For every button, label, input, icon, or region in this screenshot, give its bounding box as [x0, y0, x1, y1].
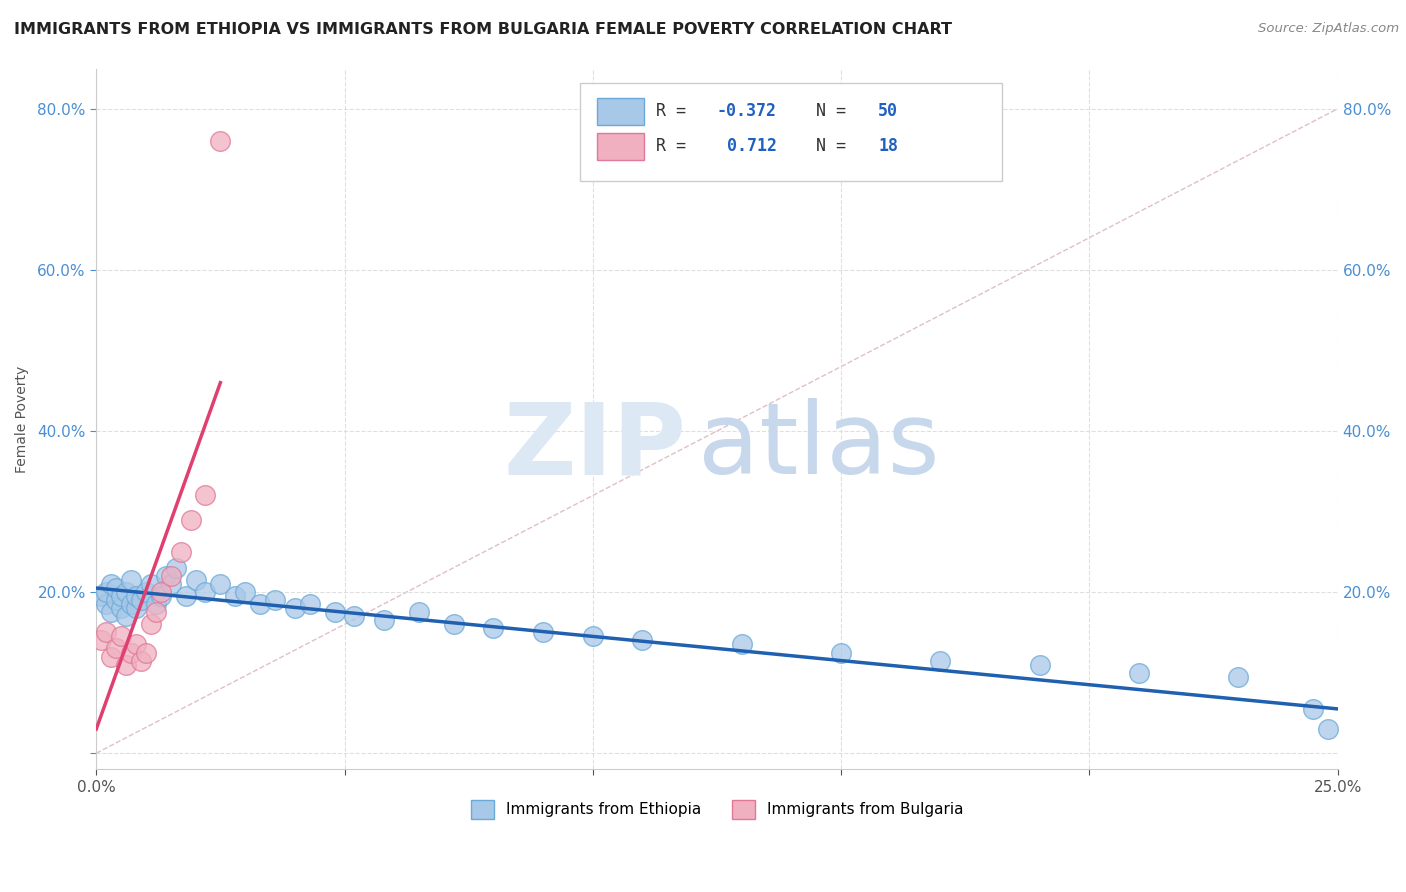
Point [96, 597, 118, 611]
Point [129, 654, 152, 668]
Text: 18: 18 [879, 137, 898, 155]
Point [631, 633, 654, 648]
Point [100, 577, 122, 591]
Point [125, 589, 148, 603]
Point [1302, 702, 1324, 716]
Text: -0.372: -0.372 [717, 103, 778, 120]
Point [120, 646, 142, 660]
Point [90, 633, 112, 648]
Point [96, 585, 118, 599]
Point [125, 637, 148, 651]
Point [115, 585, 138, 599]
Text: N =: N = [817, 137, 856, 155]
Point [731, 637, 754, 651]
Point [135, 585, 157, 599]
Point [115, 657, 138, 672]
FancyBboxPatch shape [596, 98, 644, 125]
Text: ZIP: ZIP [503, 399, 686, 495]
Point [100, 605, 122, 619]
Point [120, 573, 142, 587]
Point [224, 589, 246, 603]
Point [90, 589, 112, 603]
Point [443, 617, 465, 632]
Point [323, 605, 346, 619]
Point [830, 646, 852, 660]
Point [249, 597, 271, 611]
Point [120, 597, 142, 611]
Point [174, 589, 197, 603]
Point [115, 609, 138, 624]
Point [582, 629, 605, 643]
Point [139, 617, 162, 632]
Point [96, 625, 118, 640]
Point [343, 609, 366, 624]
Point [110, 601, 132, 615]
Point [169, 545, 191, 559]
Point [1316, 722, 1339, 736]
Point [180, 513, 202, 527]
FancyBboxPatch shape [581, 83, 1002, 181]
Point [100, 649, 122, 664]
Point [531, 625, 554, 640]
Text: atlas: atlas [699, 399, 941, 495]
Point [209, 577, 232, 591]
Text: R =: R = [657, 137, 696, 155]
Text: IMMIGRANTS FROM ETHIOPIA VS IMMIGRANTS FROM BULGARIA FEMALE POVERTY CORRELATION : IMMIGRANTS FROM ETHIOPIA VS IMMIGRANTS F… [14, 22, 952, 37]
Point [125, 601, 148, 615]
Point [284, 601, 307, 615]
Point [105, 593, 128, 607]
Point [408, 605, 430, 619]
Point [145, 605, 167, 619]
Text: 50: 50 [879, 103, 898, 120]
Point [1028, 657, 1050, 672]
Point [1128, 665, 1150, 680]
Point [1227, 670, 1250, 684]
Point [135, 646, 157, 660]
Text: N =: N = [817, 103, 856, 120]
Point [110, 629, 132, 643]
Point [209, 134, 232, 148]
Point [149, 589, 172, 603]
Point [482, 621, 505, 635]
Point [929, 654, 952, 668]
Point [139, 577, 162, 591]
Y-axis label: Female Poverty: Female Poverty [15, 366, 30, 473]
Point [298, 597, 321, 611]
Text: R =: R = [657, 103, 696, 120]
Point [129, 593, 152, 607]
Point [159, 569, 181, 583]
Point [194, 585, 217, 599]
Point [155, 569, 177, 583]
Point [373, 613, 395, 627]
Text: Source: ZipAtlas.com: Source: ZipAtlas.com [1258, 22, 1399, 36]
Point [159, 577, 181, 591]
Point [184, 573, 207, 587]
Point [165, 561, 187, 575]
Point [149, 585, 172, 599]
Point [105, 581, 128, 595]
Point [105, 641, 128, 656]
Point [110, 589, 132, 603]
Point [233, 585, 256, 599]
Point [264, 593, 287, 607]
Text: 0.712: 0.712 [717, 137, 778, 155]
Point [194, 488, 217, 502]
Point [145, 597, 167, 611]
Legend: Immigrants from Ethiopia, Immigrants from Bulgaria: Immigrants from Ethiopia, Immigrants fro… [464, 794, 969, 825]
FancyBboxPatch shape [596, 133, 644, 160]
